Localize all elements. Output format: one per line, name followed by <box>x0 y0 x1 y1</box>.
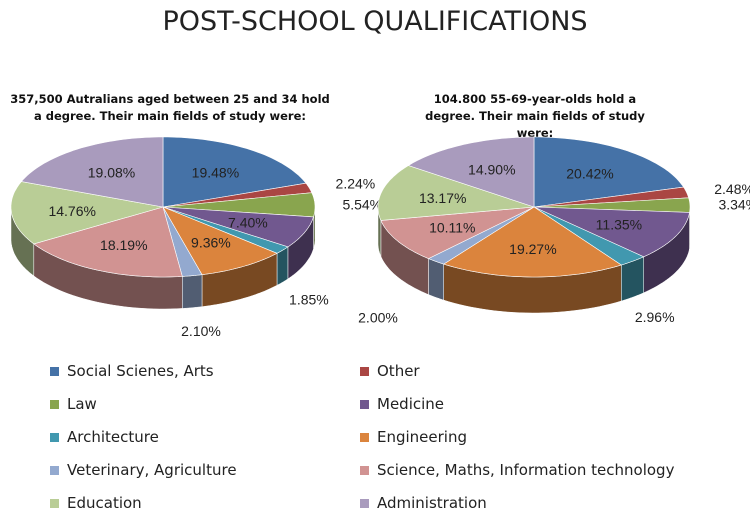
legend-item: Education <box>50 494 142 512</box>
legend-swatch <box>50 498 59 508</box>
legend-label: Law <box>67 395 97 413</box>
pie-2-title: 104.800 55-69-year-olds hold a degree. T… <box>425 92 645 140</box>
pie-slice-3 <box>533 197 691 213</box>
data-label: 19.08% <box>88 164 135 180</box>
pie-slice-4 <box>162 206 314 248</box>
legend-item: Engineering <box>360 428 467 446</box>
data-label: 14.76% <box>48 203 95 219</box>
legend-swatch <box>360 465 369 475</box>
legend-swatch <box>360 498 369 508</box>
pie-2: 20.42% 2.48%3.34% 11.35% 2.96% 19.27% 2.00% 10… <box>358 136 750 325</box>
legend-item: Social Scienes, Arts <box>50 362 214 380</box>
legend-label: Social Scienes, Arts <box>67 362 214 380</box>
data-label: 14.90% <box>468 162 515 178</box>
data-label: 2.10% <box>181 323 221 339</box>
pie-slice-10 <box>407 136 535 208</box>
data-label: 9.36% <box>191 235 231 251</box>
legend-swatch <box>50 465 59 475</box>
legend-item: Architecture <box>50 428 159 446</box>
legend-swatch <box>50 399 59 409</box>
pie-slice-3 <box>162 192 316 218</box>
pie-slice-9 <box>10 181 164 245</box>
legend-label: Other <box>377 362 420 380</box>
pie-side-7 <box>428 258 444 301</box>
legend-label: Veterinary, Agriculture <box>67 461 237 479</box>
data-label: 2.00% <box>358 309 398 325</box>
data-label: 3.34% <box>718 197 750 213</box>
pie-slice-1 <box>533 136 685 208</box>
legend-label: Science, Maths, Information technology <box>377 461 675 479</box>
data-label: 20.42% <box>566 165 613 181</box>
pie-slice-7 <box>427 206 535 265</box>
pie-slice-4 <box>533 206 690 258</box>
pie-side-7 <box>182 274 203 309</box>
legend-item: Other <box>360 362 420 380</box>
legend-label: Education <box>67 494 142 512</box>
legend-swatch <box>360 366 369 376</box>
pie-slice-7 <box>162 206 203 277</box>
chart-title: POST-SCHOOL QUALIFICATIONS <box>162 6 588 37</box>
data-label: 2.48% <box>714 181 750 197</box>
legend-item: Law <box>50 395 97 413</box>
pie-slice-1 <box>162 136 307 208</box>
legend-label: Architecture <box>67 428 159 446</box>
pie-slice-9 <box>377 165 535 221</box>
legend-item: Veterinary, Agriculture <box>50 461 237 479</box>
data-label: 2.96% <box>635 309 675 325</box>
data-label: 11.35% <box>596 217 642 233</box>
pie-slice-10 <box>20 136 164 208</box>
pie-slice-5 <box>162 206 289 254</box>
pie-slice-2 <box>162 182 313 208</box>
data-label: 19.48% <box>192 165 239 181</box>
pie-slice-8 <box>380 206 535 259</box>
data-label: 7.40% <box>228 214 268 230</box>
pie-slice-6 <box>442 206 622 278</box>
pie-slice-2 <box>533 186 689 208</box>
data-label: 19.27% <box>509 241 556 257</box>
pie-slice-6 <box>162 206 278 276</box>
legend-label: Medicine <box>377 395 445 413</box>
data-label: 10.11% <box>429 220 475 236</box>
data-label: 2.24% <box>336 176 376 192</box>
data-label: 18.19% <box>100 237 147 253</box>
data-label: 1.85% <box>289 292 329 308</box>
legend-swatch <box>50 366 59 376</box>
legend-label: Engineering <box>377 428 467 446</box>
pie-1-title: 357,500 Autralians aged between 25 and 3… <box>10 92 330 123</box>
legend-swatch <box>50 432 59 442</box>
legend-label: Administration <box>377 494 487 512</box>
legend-item: Medicine <box>360 395 444 413</box>
legend-item: Administration <box>360 494 487 512</box>
data-label: 13.17% <box>419 190 466 206</box>
pie-slice-5 <box>533 206 645 266</box>
legend-item: Science, Maths, Information technology <box>360 461 674 479</box>
legend-swatch <box>360 432 369 442</box>
legend-swatch <box>360 399 369 409</box>
pie-1: 19.48% 2.24% 5.54% 7.40% 1.85% 9.36% 2.10% 18.1… <box>10 136 382 339</box>
data-label: 5.54% <box>342 196 382 212</box>
pie-slice-8 <box>33 206 183 278</box>
